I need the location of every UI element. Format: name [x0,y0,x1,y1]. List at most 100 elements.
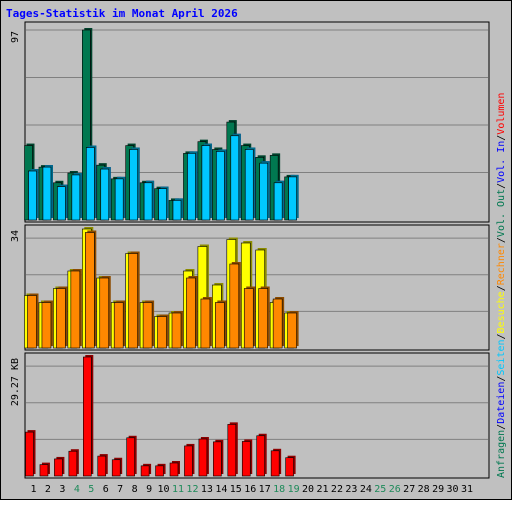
x-tick-label-day-30: 30 [447,484,459,495]
legend-entry-6: Besuche [496,291,507,333]
bar-rechner-day-5 [85,230,97,349]
legend-entry-10: Vol. Out [496,189,507,237]
bar-seiten-day-4 [71,172,82,221]
bar-volumen-day-7 [111,457,123,477]
x-tick-label-day-17: 17 [259,484,271,495]
bar-rechner-day-3 [56,286,68,349]
x-tick-label-day-31: 31 [461,484,473,495]
x-tick-label-day-3: 3 [59,484,65,495]
x-tick-label-day-24: 24 [360,484,372,495]
x-tick-label-day-23: 23 [345,484,357,495]
x-tick-label-day-9: 9 [146,484,152,495]
bar-rechner-day-4 [70,269,82,349]
legend-entry-13: / [496,135,507,141]
bar-rechner-day-12 [186,276,198,349]
bar-volumen-day-16 [241,439,253,477]
bar-seiten-day-18 [273,180,285,221]
x-tick-label-day-5: 5 [88,484,94,495]
x-tick-label-day-16: 16 [244,484,256,495]
bar-rechner-day-8 [128,251,140,349]
legend-entry-8: Rechner [496,243,507,285]
bar-seiten-day-19 [288,174,299,221]
bar-seiten-day-5 [86,145,97,221]
bar-volumen-day-8 [126,435,137,477]
bar-seiten-day-12 [187,151,198,221]
chart-title: Tages-Statistik im Monat April 2026 [6,7,238,20]
bar-seiten-day-14 [216,149,227,221]
x-tick-label-day-18: 18 [273,484,285,495]
bar-seiten-day-1 [28,169,39,221]
bar-volumen-day-9 [140,463,152,477]
bar-rechner-day-14 [215,300,227,349]
x-tick-label-day-4: 4 [74,484,80,495]
bar-rechner-day-2 [41,300,53,349]
bar-volumen-day-5 [83,355,94,477]
x-tick-label-day-12: 12 [186,484,198,495]
legend-entry-12: Vol. In [496,141,507,183]
legend-entry-9: / [496,237,507,243]
panel-hits: 97 [10,21,490,223]
x-tick-label-day-1: 1 [30,484,36,495]
right-legend: Anfragen/Dateien/Seiten/Besuche/Rechner/… [496,93,507,478]
bar-volumen-day-11 [169,460,180,477]
panel-ymax-label: 29.27 KB [10,358,21,406]
bar-volumen-day-15 [227,422,238,477]
legend-entry-7: / [496,285,507,291]
bar-rechner-day-11 [171,311,183,349]
bar-rechner-day-7 [113,300,126,349]
x-tick-label-day-19: 19 [288,484,300,495]
panel-ymax-label: 34 [10,230,21,242]
bar-seiten-day-9 [143,180,155,221]
x-tick-label-day-10: 10 [158,484,170,495]
bar-rechner-day-9 [142,300,155,349]
bar-seiten-day-11 [172,198,183,221]
bar-volumen-day-13 [198,437,209,477]
bar-rechner-day-13 [200,297,212,349]
bar-volumen-day-14 [213,439,224,477]
bar-rechner-day-15 [229,262,241,349]
bar-volumen-day-18 [270,448,282,477]
x-tick-label-day-27: 27 [403,484,415,495]
bar-rechner-day-17 [258,286,270,349]
x-tick-label-day-11: 11 [172,484,184,495]
x-tick-label-day-13: 13 [201,484,213,495]
legend-entry-11: / [496,183,507,189]
bar-rechner-day-19 [287,311,299,349]
bar-volumen-day-2 [39,462,50,477]
bar-volumen-day-17 [256,433,267,477]
x-tick-label-day-2: 2 [45,484,51,495]
bar-seiten-day-16 [244,147,256,221]
x-tick-label-day-14: 14 [215,484,227,495]
bar-rechner-day-16 [243,286,256,349]
x-tick-label-day-29: 29 [432,484,444,495]
bar-volumen-day-6 [97,454,108,477]
legend-entry-4: Seiten [496,339,507,375]
legend-entry-2: Dateien [496,382,507,424]
bar-rechner-day-10 [157,314,169,349]
bar-rechner-day-18 [272,297,285,349]
bar-rechner-day-6 [99,276,111,349]
legend-entry-1: / [496,424,507,430]
bar-seiten-day-7 [114,176,126,221]
chart-panels: 97 34 29.27 KB [10,21,490,479]
legend-entry-3: / [496,376,507,382]
bar-seiten-day-3 [57,184,68,221]
bar-seiten-day-10 [158,186,169,221]
x-tick-label-day-8: 8 [132,484,138,495]
bar-volumen-day-19 [285,455,296,477]
panel-ymax-label: 97 [10,31,21,43]
bar-seiten-day-15 [230,133,241,221]
bar-seiten-day-13 [201,143,212,221]
x-tick-label-day-28: 28 [418,484,430,495]
bar-seiten-day-6 [100,167,111,221]
x-tick-label-day-22: 22 [331,484,343,495]
x-axis-day-labels: 1 2 3 4 5 6 7 8 9 10 11 12 13 14 15 16 17 18 19 20 21 22 23 24 2… [30,484,473,495]
bar-volumen-day-1 [25,430,36,477]
bar-seiten-day-2 [42,165,53,221]
legend-entry-14: Volumen [496,93,507,135]
x-tick-label-day-7: 7 [117,484,123,495]
x-tick-label-day-15: 15 [230,484,242,495]
legend-entry-5: / [496,333,507,339]
bar-volumen-day-4 [68,449,79,477]
